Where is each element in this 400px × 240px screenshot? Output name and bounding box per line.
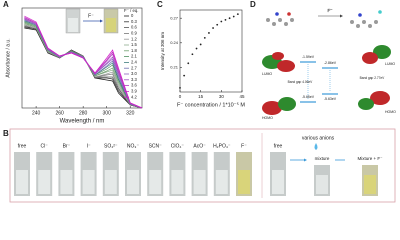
data-point [199,43,202,46]
vial-liquid [38,170,51,194]
x-tick-label: 15 [198,94,204,99]
legend-label: 2.7 [131,65,137,70]
vial-label: NO₃⁻ [127,143,140,149]
x-tick-label: 320 [126,110,135,116]
legend-label: 1.2 [131,36,137,41]
legend-label: 3.6 [131,83,137,88]
arrow-label: F⁻ [327,8,333,13]
energy-label: -5.63eV [324,97,337,101]
energy-label: -1.59eV [302,55,315,59]
data-point [179,87,181,89]
panel-label: C [157,0,163,9]
vial-label: F⁻ [241,143,247,149]
vial-liquid [60,170,73,194]
legend-label: 0 [131,13,134,18]
legend-label: 2.1 [131,54,137,59]
mixture-f-label: Mixture + F⁻ [357,156,383,161]
x-tick-label: 45 [239,94,245,99]
x-tick-label: 260 [55,110,64,116]
legend-label: 3.0 [131,71,137,76]
energy-label: -5.65eV [302,95,315,99]
legend-label: 1.8 [131,48,137,53]
data-point [220,20,223,23]
vial-liquid [127,170,139,194]
figure: A B C D F⁻ F⁻ -1.59eV -5.65eV Band gap 4… [3,0,396,203]
vial-liquid [238,170,250,194]
orbital-label: HOMO [385,110,396,114]
vial-liquid [16,170,28,194]
data-point [187,62,190,65]
inset-arrow-label: F⁻ [88,13,94,19]
vial-label: SCN⁻ [149,143,163,149]
x-tick-label: 0 [179,94,182,99]
spectrum-line [24,15,143,109]
y-axis-label: Intensity at 306 nm [160,32,165,70]
legend-label: 0.3 [131,19,137,24]
panel-label: D [250,0,256,9]
x-tick-label: 280 [79,110,88,116]
legend-label: 3.9 [131,89,137,94]
gap-label: Band gap 2.77eV [360,76,386,80]
data-point [232,15,235,18]
vial-label: Cl⁻ [41,143,49,149]
vial-label: Br⁻ [63,143,71,149]
x-tick-label: 30 [219,94,225,99]
vial-label: AcO⁻ [193,143,206,149]
data-point [183,74,186,77]
orbital-label: LUMO [262,72,272,76]
data-point [203,36,206,39]
mixture-label: mixture [315,156,330,161]
vial-liquid [104,170,117,194]
data-point [216,23,219,26]
energy-label: -2.86eV [324,61,337,65]
legend-label: 0.9 [131,31,137,36]
plot-frame [21,7,143,109]
data-point [228,17,231,20]
vial-label: free [18,143,27,149]
legend-label: 1.5 [131,42,137,47]
x-axis-label: F⁻ concentration / 1*10⁻⁵ M [177,101,245,108]
orbital-label: LUMO [385,62,395,66]
inset-photo: F⁻ [65,8,119,34]
data-point [191,53,194,56]
plot-frame [179,9,243,93]
legend-label: 0.6 [131,25,137,30]
y-axis-label: Absorbance / a.u. [5,38,11,77]
vial-liquid [171,170,184,194]
legend-label: 2.4 [131,60,137,65]
y-tick-label: 0.27 [170,15,179,20]
vial-label: ClO₄⁻ [171,143,185,149]
vial-liquid [193,170,206,194]
legend-label: 4.2 [131,94,137,99]
vial-label: H₂PO₄⁻ [213,143,231,149]
vial-label: free [274,143,283,149]
data-point [195,47,198,50]
x-axis-label: Wavelength / nm [60,119,105,125]
vial-liquid [149,170,162,194]
orbital-label: HOMO [262,116,273,120]
data-point [212,27,214,29]
x-tick-label: 300 [103,110,112,116]
panel-label: B [3,129,9,138]
gap-label: Band gap 4.06eV [288,80,314,84]
legend-title: F⁻ / eq. [124,8,138,13]
y-tick-label: 0.21 [170,64,179,69]
vial-liquid [215,170,228,194]
right-vials [270,143,378,196]
vial-liquid [82,170,95,194]
data-point [208,32,210,34]
panel-frame [9,128,396,203]
vial-label: SO₄²⁻ [104,143,118,149]
panel-label: A [3,0,9,9]
various-label: various anions [302,135,335,141]
legend-label: 3.3 [131,77,137,82]
data-point [224,18,227,21]
data-point [236,13,239,16]
y-tick-label: 0.24 [170,40,179,45]
vial-label: I⁻ [87,143,91,149]
orbital-diagram: F⁻ [262,8,391,115]
x-tick-label: 240 [32,110,41,116]
